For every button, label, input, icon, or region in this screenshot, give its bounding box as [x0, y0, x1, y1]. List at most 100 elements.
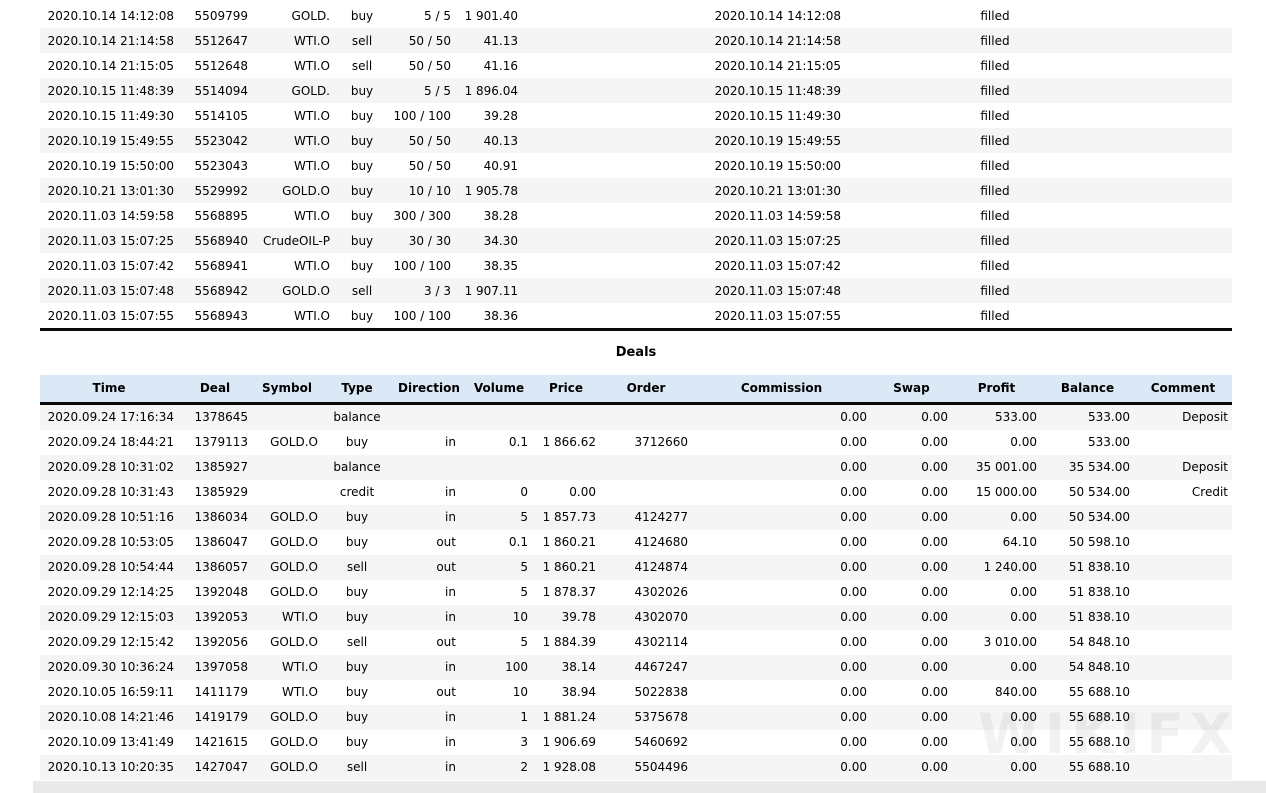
cell-price: 40.13 — [483, 133, 518, 148]
cell-direction: out — [436, 635, 456, 649]
cell-balance: 55 688.10 — [1068, 710, 1130, 724]
cell-balance: 55 688.10 — [1068, 685, 1130, 699]
cell-balance: 50 598.10 — [1068, 535, 1130, 549]
cell-comment — [1134, 430, 1232, 455]
cell-comment — [1145, 78, 1232, 103]
cell-volume: 100 — [505, 660, 528, 674]
orders-row: 2020.10.15 11:48:39 5514094 GOLD. buy 5 / 5 1… — [40, 78, 1232, 103]
cell-type: sell — [346, 635, 368, 649]
cell-symbol: GOLD.O — [270, 635, 318, 649]
orders-row: 2020.11.03 15:07:48 5568942 GOLD.O sell 3 / … — [40, 278, 1232, 303]
orders-row: 2020.11.03 15:07:42 5568941 WTI.O buy 100 / … — [40, 253, 1232, 278]
cell-type: buy — [350, 133, 374, 148]
cell-type: buy — [350, 158, 374, 173]
cell-price: 1 860.21 — [542, 535, 596, 549]
cell-balance: 50 534.00 — [1068, 510, 1130, 524]
cell-swap: 0.00 — [921, 510, 948, 524]
cell-swap: 0.00 — [921, 485, 948, 499]
cell-volume: 5 — [520, 635, 528, 649]
cell-price: 1 906.69 — [542, 735, 596, 749]
cell-volume: 5 / 5 — [424, 83, 451, 98]
cell-price: 38.35 — [483, 258, 518, 273]
cell-order: 4302026 — [634, 585, 688, 599]
cell-price: 40.91 — [483, 158, 518, 173]
cell-symbol: WTI.O — [282, 660, 318, 674]
cell-order: 5523042 — [194, 133, 248, 148]
cell-type: balance — [333, 410, 381, 424]
cell-symbol: WTI.O — [294, 208, 330, 223]
cell-comment — [1134, 555, 1232, 580]
cell-volume: 50 / 50 — [408, 158, 451, 173]
cell-symbol: GOLD.O — [270, 435, 318, 449]
cell-volume: 100 / 100 — [393, 108, 451, 123]
cell-direction: out — [436, 560, 456, 574]
cell-volume: 50 / 50 — [408, 58, 451, 73]
cell-comment — [1134, 530, 1232, 555]
cell-direction: in — [445, 760, 456, 774]
cell-type: buy — [350, 208, 374, 223]
cell-price: 1 860.21 — [542, 560, 596, 574]
cell-time: 2020.09.24 17:16:34 — [47, 410, 174, 424]
cell-comment — [1145, 178, 1232, 203]
deals-row: 2020.10.08 14:21:46 1419179 GOLD.O buy in 1 1 … — [40, 704, 1232, 730]
cell-swap: 0.00 — [921, 760, 948, 774]
cell-time: 2020.11.03 15:07:25 — [714, 233, 841, 248]
cell-time: 2020.10.19 15:49:55 — [714, 133, 841, 148]
cell-open_time: 2020.11.03 14:59:58 — [47, 208, 174, 223]
cell-balance: 533.00 — [1088, 435, 1130, 449]
cell-time: 2020.10.14 14:12:08 — [714, 8, 841, 23]
cell-spacer — [522, 303, 710, 330]
cell-order: 5512647 — [194, 33, 248, 48]
cell-order: 5514094 — [194, 83, 248, 98]
orders-row: 2020.10.14 21:14:58 5512647 WTI.O sell 50 / … — [40, 28, 1232, 53]
cell-price: 41.16 — [483, 58, 518, 73]
orders-row: 2020.10.19 15:49:55 5523042 WTI.O buy 50 / 5… — [40, 128, 1232, 153]
cell-open_time: 2020.11.03 15:07:25 — [47, 233, 174, 248]
cell-time: 2020.09.28 10:31:02 — [47, 460, 174, 474]
deals-row: 2020.10.09 13:41:49 1421615 GOLD.O buy in 3 1 … — [40, 730, 1232, 755]
cell-spacer — [522, 228, 710, 253]
cell-type: credit — [339, 485, 375, 499]
cell-type: buy — [350, 8, 374, 23]
cell-volume: 50 / 50 — [408, 133, 451, 148]
cell-direction — [392, 455, 466, 480]
deals-header-time: Time — [92, 381, 126, 396]
deals-row: 2020.09.30 10:36:24 1397058 WTI.O buy in 100 3… — [40, 654, 1232, 680]
cell-swap: 0.00 — [921, 710, 948, 724]
cell-order: 5568942 — [194, 283, 248, 298]
cell-time: 2020.10.05 16:59:11 — [47, 685, 174, 699]
deals-header-type: Type — [341, 381, 373, 396]
cell-state: filled — [980, 108, 1010, 123]
orders-row: 2020.10.14 14:12:08 5509799 GOLD. buy 5 / 5 1… — [40, 3, 1232, 28]
cell-commission: 0.00 — [840, 460, 867, 474]
cell-order: 4124680 — [634, 535, 688, 549]
cell-state: filled — [980, 183, 1010, 198]
cell-price: 34.30 — [483, 233, 518, 248]
deals-header-balance: Balance — [1060, 381, 1115, 396]
cell-price: 1 907.11 — [464, 283, 518, 298]
cell-commission: 0.00 — [840, 660, 867, 674]
cell-deal: 1378645 — [194, 410, 248, 424]
cell-swap: 0.00 — [921, 435, 948, 449]
cell-comment — [1145, 203, 1232, 228]
cell-price: 1 857.73 — [542, 510, 596, 524]
orders-row: 2020.10.19 15:50:00 5523043 WTI.O buy 50 / 5… — [40, 153, 1232, 178]
cell-deal: 1392056 — [194, 635, 248, 649]
cell-order — [600, 455, 692, 480]
cell-open_time: 2020.11.03 15:07:42 — [47, 258, 174, 273]
cell-time: 2020.11.03 14:59:58 — [714, 208, 841, 223]
deals-row: 2020.09.28 10:53:05 1386047 GOLD.O buy out 0.… — [40, 530, 1232, 555]
cell-volume: 10 — [512, 685, 528, 699]
cell-state: filled — [980, 133, 1010, 148]
cell-symbol: GOLD.O — [270, 535, 318, 549]
cell-order: 5022838 — [634, 685, 688, 699]
deals-header-row: Time Deal Symbol Type Direction Volume Price Or… — [40, 375, 1232, 403]
cell-symbol: GOLD.O — [282, 283, 330, 298]
cell-price — [532, 403, 600, 430]
cell-symbol: WTI.O — [294, 108, 330, 123]
deals-header-price: Price — [548, 381, 584, 396]
cell-type: buy — [350, 83, 374, 98]
cell-price: 38.28 — [483, 208, 518, 223]
cell-comment — [1134, 705, 1232, 730]
cell-swap: 0.00 — [921, 585, 948, 599]
